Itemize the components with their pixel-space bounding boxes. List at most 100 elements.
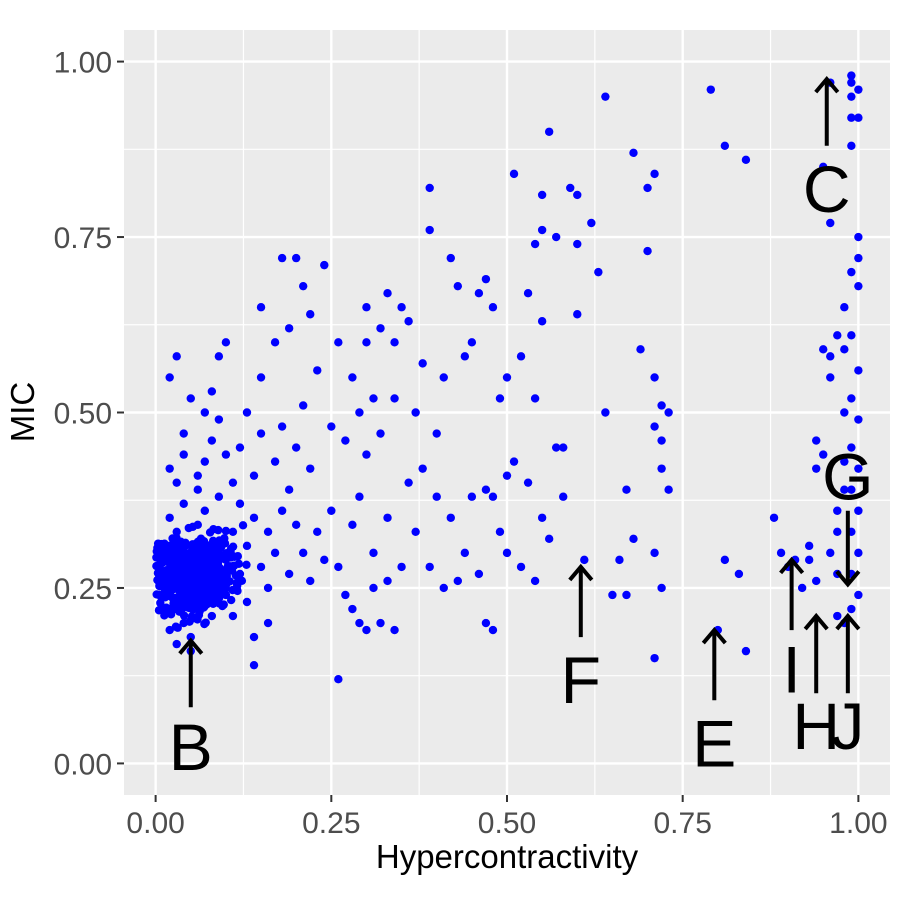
data-point [622,590,631,600]
data-point [425,562,434,572]
data-point [404,317,413,326]
data-point [341,436,350,445]
data-point [242,560,251,569]
data-point [474,569,484,579]
data-point [242,541,252,551]
data-point [425,225,434,235]
data-point [523,288,533,298]
data-point [812,436,821,445]
data-point [516,562,526,572]
data-point [439,583,448,593]
data-point [196,563,205,573]
annotation-arrowhead-c [814,76,840,94]
data-point [313,366,322,375]
data-point [158,566,167,576]
data-point [214,352,224,361]
data-point [214,565,224,574]
data-point [840,485,849,494]
data-point [198,592,207,602]
data-point [334,338,343,347]
major-gridlines [124,30,890,795]
data-point [214,415,224,424]
data-point [833,331,842,340]
data-point [158,576,167,586]
data-point [481,485,491,494]
data-point [573,239,582,249]
data-point [819,162,828,172]
data-point [172,478,181,487]
data-point [355,492,364,501]
data-point [446,513,455,522]
data-point [854,253,863,263]
data-point [277,506,287,515]
data-point [804,555,814,565]
data-point [235,443,245,452]
data-point [383,288,392,298]
annotation-label-i: I [782,633,800,707]
data-point [460,548,470,558]
data-point [165,464,174,473]
data-point [341,590,350,600]
data-point [291,443,301,452]
data-point [179,429,188,438]
data-point [706,85,715,94]
data-point [200,408,210,417]
data-point [840,457,849,466]
data-point [643,246,652,256]
data-point [819,450,828,459]
data-point [847,113,856,122]
data-point [854,548,863,558]
annotation-label-h: H [792,689,840,763]
data-point [530,576,540,586]
data-point [228,611,238,621]
data-point [369,583,378,593]
data-point [249,632,259,642]
data-point [158,555,167,565]
data-point [411,408,420,417]
data-point [201,618,210,627]
data-point [390,625,399,635]
data-point [481,618,491,628]
data-point [334,674,343,684]
data-point [537,513,547,522]
data-point [467,338,477,347]
data-point [284,485,294,494]
data-point [217,573,227,583]
data-point [153,539,163,548]
data-point [235,499,245,508]
data-point [495,394,505,403]
data-point [488,303,498,312]
data-point [847,141,856,151]
data-point [186,575,196,585]
data-point [847,331,856,340]
data-point [193,471,202,480]
data-point [185,597,194,606]
data-point [179,499,188,508]
data-point [221,590,231,600]
data-point [502,548,512,558]
data-point [573,190,582,200]
data-point [390,338,399,347]
data-point [196,534,206,543]
data-point [263,583,273,593]
data-point [404,478,413,487]
data-point [376,324,385,333]
data-point [559,443,568,452]
data-point [390,394,399,403]
data-point [162,603,171,612]
data-point [306,464,315,473]
y-tick-label: 0.25 [54,573,112,606]
data-point [172,576,181,586]
data-point [826,373,835,382]
data-point [629,534,638,544]
data-point [636,345,645,354]
data-point [720,141,730,151]
data-point [657,436,666,445]
data-point [826,548,835,558]
data-point [216,543,225,552]
data-point [327,506,336,515]
data-point [432,492,441,501]
data-point [355,618,364,628]
data-point [537,317,547,326]
data-point [847,71,856,80]
